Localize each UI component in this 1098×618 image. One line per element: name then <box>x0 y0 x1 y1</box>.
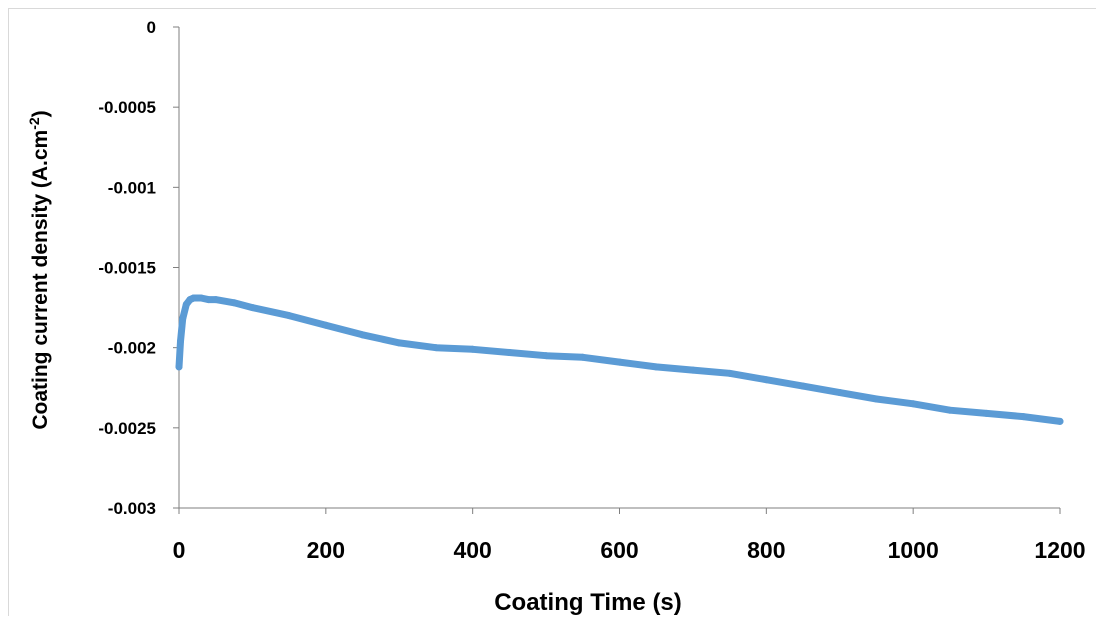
y-tick-label: -0.001 <box>108 178 156 197</box>
series-point <box>505 348 513 356</box>
y-tick-label: -0.0015 <box>98 259 156 278</box>
x-tick-label: 1200 <box>1034 537 1085 563</box>
axes <box>173 26 1061 514</box>
series-point <box>946 406 954 414</box>
tick-labels: 0 -0.0005 -0.001 -0.0015 -0.002 -0.0025 -0.003… <box>98 18 1085 563</box>
series-point <box>322 321 330 329</box>
series-point <box>285 312 293 320</box>
series-point <box>395 339 403 347</box>
x-axis-title: Coating Time (s) <box>494 589 682 616</box>
x-tick-label: 600 <box>600 537 638 563</box>
series-point <box>248 304 256 312</box>
series-point <box>432 344 440 352</box>
y-axis-title-superscript: -2 <box>26 117 42 130</box>
series-point <box>872 395 880 403</box>
x-tick-label: 0 <box>173 537 186 563</box>
x-tick-label: 200 <box>307 537 345 563</box>
y-tick-label: -0.0005 <box>98 98 156 117</box>
series-point <box>197 294 205 302</box>
y-tick-label: -0.0025 <box>98 419 156 438</box>
series-point <box>762 376 770 384</box>
y-axis-title: Coating current density (A.cm-2) <box>26 110 52 429</box>
series-point <box>983 409 991 417</box>
series-point <box>212 296 220 304</box>
series-point <box>179 315 187 323</box>
series-point <box>579 353 587 361</box>
series-layer <box>175 294 1064 425</box>
series-point <box>1056 417 1064 425</box>
series-point <box>204 296 212 304</box>
series-point <box>176 337 184 345</box>
chart-frame <box>8 8 1096 616</box>
series-point <box>359 331 367 339</box>
y-axis-title-close: ) <box>29 110 52 117</box>
series-point <box>230 299 238 307</box>
y-tick-label: -0.003 <box>108 499 156 518</box>
x-tick-label: 400 <box>453 537 491 563</box>
series-point <box>689 366 697 374</box>
series-point <box>799 382 807 390</box>
series-point <box>1019 413 1027 421</box>
x-tick-label: 1000 <box>888 537 939 563</box>
series-point <box>726 369 734 377</box>
series-point <box>836 389 844 397</box>
series-point <box>542 352 550 360</box>
y-tick-label: -0.002 <box>108 339 156 358</box>
series-point <box>909 400 917 408</box>
series-point <box>182 300 190 308</box>
y-tick-label: 0 <box>147 18 156 37</box>
y-axis-title-main: Coating current density (A.cm <box>29 130 52 430</box>
series-point <box>175 363 183 371</box>
series-point <box>652 363 660 371</box>
series-point <box>469 345 477 353</box>
series-point <box>616 358 623 366</box>
x-tick-label: 800 <box>747 537 785 563</box>
